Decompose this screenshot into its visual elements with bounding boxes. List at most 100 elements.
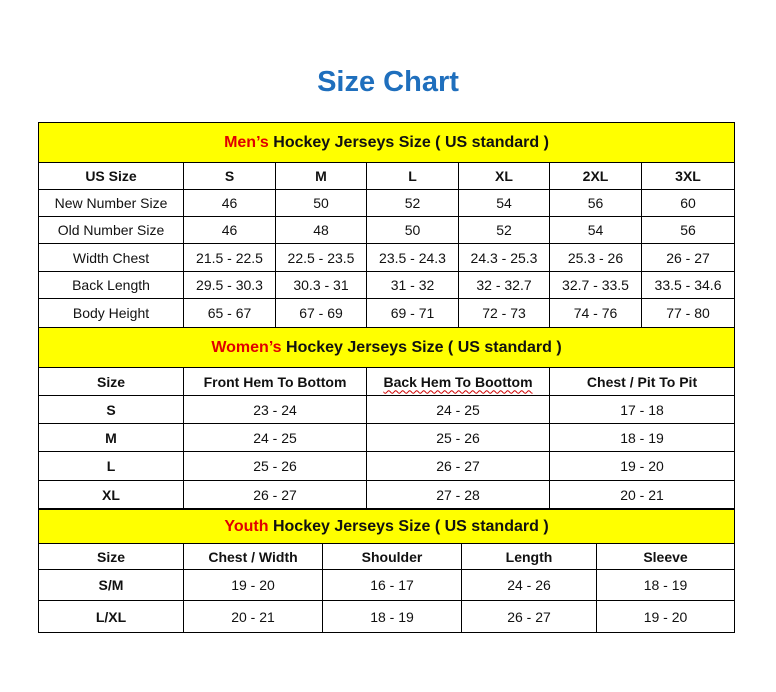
table-cell: 26 - 27 — [461, 600, 597, 633]
men-section-title: Men’s Hockey Jerseys Size ( US standard … — [37, 122, 736, 163]
women-header-row: Size Front Hem To Bottom Back Hem To Boott… — [38, 367, 736, 396]
youth-header-cell: Sleeve — [595, 543, 736, 570]
women-size-table: Women’s Hockey Jerseys Size ( US standar… — [37, 327, 736, 509]
table-row: Body Height 65 - 67 67 - 69 69 - 71 72 - 73 7… — [38, 298, 736, 328]
table-row: XL 26 - 27 27 - 28 20 - 21 — [38, 480, 736, 509]
table-row: S 23 - 24 24 - 25 17 - 18 — [38, 395, 736, 424]
table-cell: 74 - 76 — [549, 298, 642, 328]
women-header-cell: Back Hem To Boottom — [366, 367, 550, 396]
men-header-cell: XL — [458, 162, 550, 190]
table-cell: 24 - 26 — [461, 569, 597, 601]
women-header-cell: Size — [38, 367, 184, 396]
youth-header-cell: Size — [38, 543, 184, 570]
row-label: S/M — [38, 569, 184, 601]
youth-title-highlight: Youth — [224, 517, 269, 535]
table-cell: 60 — [640, 189, 736, 217]
table-cell: 32.7 - 33.5 — [549, 271, 642, 299]
women-header-cell: Front Hem To Bottom — [183, 367, 367, 396]
table-cell: 31 - 32 — [366, 271, 459, 299]
women-section-title: Women’s Hockey Jerseys Size ( US standar… — [37, 327, 736, 368]
row-label: S — [38, 395, 184, 424]
table-row: Old Number Size 46 48 50 52 54 56 — [38, 216, 736, 244]
table-cell: 23 - 24 — [183, 395, 367, 424]
table-cell: 23.5 - 24.3 — [366, 243, 459, 272]
table-cell: 46 — [183, 216, 276, 244]
table-cell: 27 - 28 — [366, 480, 550, 509]
header-text: Back Hem To Boottom — [383, 373, 533, 390]
table-cell: 24 - 25 — [183, 423, 367, 452]
men-header-cell: L — [366, 162, 459, 190]
table-cell: 72 - 73 — [458, 298, 550, 328]
table-cell: 33.5 - 34.6 — [640, 271, 736, 299]
table-cell: 69 - 71 — [366, 298, 459, 328]
table-cell: 19 - 20 — [595, 600, 736, 633]
table-row: L 25 - 26 26 - 27 19 - 20 — [38, 451, 736, 481]
table-cell: 24.3 - 25.3 — [458, 243, 550, 272]
table-cell: 19 - 20 — [183, 569, 323, 601]
men-header-cell: S — [183, 162, 276, 190]
youth-header-cell: Chest / Width — [183, 543, 323, 570]
row-label: M — [38, 423, 184, 452]
table-cell: 26 - 27 — [183, 480, 367, 509]
women-title-highlight: Women’s — [211, 338, 282, 356]
youth-size-table: Youth Hockey Jerseys Size ( US standard … — [37, 509, 736, 633]
table-cell: 54 — [549, 216, 642, 244]
table-cell: 77 - 80 — [640, 298, 736, 328]
page-title: Size Chart — [317, 66, 459, 98]
table-cell: 16 - 17 — [322, 569, 462, 601]
table-cell: 48 — [275, 216, 367, 244]
table-cell: 67 - 69 — [275, 298, 367, 328]
women-title-rest: Hockey Jerseys Size ( US standard ) — [281, 338, 562, 356]
table-cell: 26 - 27 — [640, 243, 736, 272]
youth-header-row: Size Chest / Width Shoulder Length Sleeve — [38, 543, 736, 570]
men-title-highlight: Men’s — [224, 133, 269, 151]
table-cell: 54 — [458, 189, 550, 217]
youth-section-title: Youth Hockey Jerseys Size ( US standard … — [37, 509, 736, 544]
youth-header-cell: Shoulder — [322, 543, 462, 570]
men-header-cell: M — [275, 162, 367, 190]
table-cell: 25 - 26 — [366, 423, 550, 452]
table-cell: 25 - 26 — [183, 451, 367, 481]
table-cell: 29.5 - 30.3 — [183, 271, 276, 299]
row-label: XL — [38, 480, 184, 509]
row-label: Back Length — [38, 271, 184, 299]
table-cell: 18 - 19 — [548, 423, 736, 452]
men-title-rest: Hockey Jerseys Size ( US standard ) — [268, 133, 549, 151]
table-cell: 52 — [458, 216, 550, 244]
men-header-cell: US Size — [38, 162, 184, 190]
table-row: S/M 19 - 20 16 - 17 24 - 26 18 - 19 — [38, 569, 736, 601]
table-cell: 24 - 25 — [366, 395, 550, 424]
table-cell: 30.3 - 31 — [275, 271, 367, 299]
row-label: Old Number Size — [38, 216, 184, 244]
table-cell: 22.5 - 23.5 — [275, 243, 367, 272]
table-cell: 17 - 18 — [548, 395, 736, 424]
table-cell: 56 — [549, 189, 642, 217]
table-row: New Number Size 46 50 52 54 56 60 — [38, 189, 736, 217]
row-label: L — [38, 451, 184, 481]
table-row: Width Chest 21.5 - 22.5 22.5 - 23.5 23.5 - … — [38, 243, 736, 272]
row-label: Width Chest — [38, 243, 184, 272]
men-header-cell: 3XL — [640, 162, 736, 190]
table-cell: 20 - 21 — [548, 480, 736, 509]
men-size-table: Men’s Hockey Jerseys Size ( US standard … — [37, 122, 736, 328]
row-label: Body Height — [38, 298, 184, 328]
row-label: New Number Size — [38, 189, 184, 217]
youth-header-cell: Length — [461, 543, 597, 570]
table-cell: 18 - 19 — [595, 569, 736, 601]
table-cell: 26 - 27 — [366, 451, 550, 481]
table-cell: 18 - 19 — [322, 600, 462, 633]
table-cell: 65 - 67 — [183, 298, 276, 328]
table-cell: 19 - 20 — [548, 451, 736, 481]
table-cell: 50 — [275, 189, 367, 217]
table-cell: 32 - 32.7 — [458, 271, 550, 299]
table-row: Back Length 29.5 - 30.3 30.3 - 31 31 - 32 32… — [38, 271, 736, 299]
men-header-row: US Size S M L XL 2XL 3XL — [38, 162, 736, 190]
men-header-cell: 2XL — [549, 162, 642, 190]
table-cell: 25.3 - 26 — [549, 243, 642, 272]
table-cell: 20 - 21 — [183, 600, 323, 633]
women-header-cell: Chest / Pit To Pit — [548, 367, 736, 396]
youth-title-rest: Hockey Jerseys Size ( US standard ) — [268, 517, 549, 535]
row-label: L/XL — [38, 600, 184, 633]
table-cell: 46 — [183, 189, 276, 217]
table-cell: 50 — [366, 216, 459, 244]
